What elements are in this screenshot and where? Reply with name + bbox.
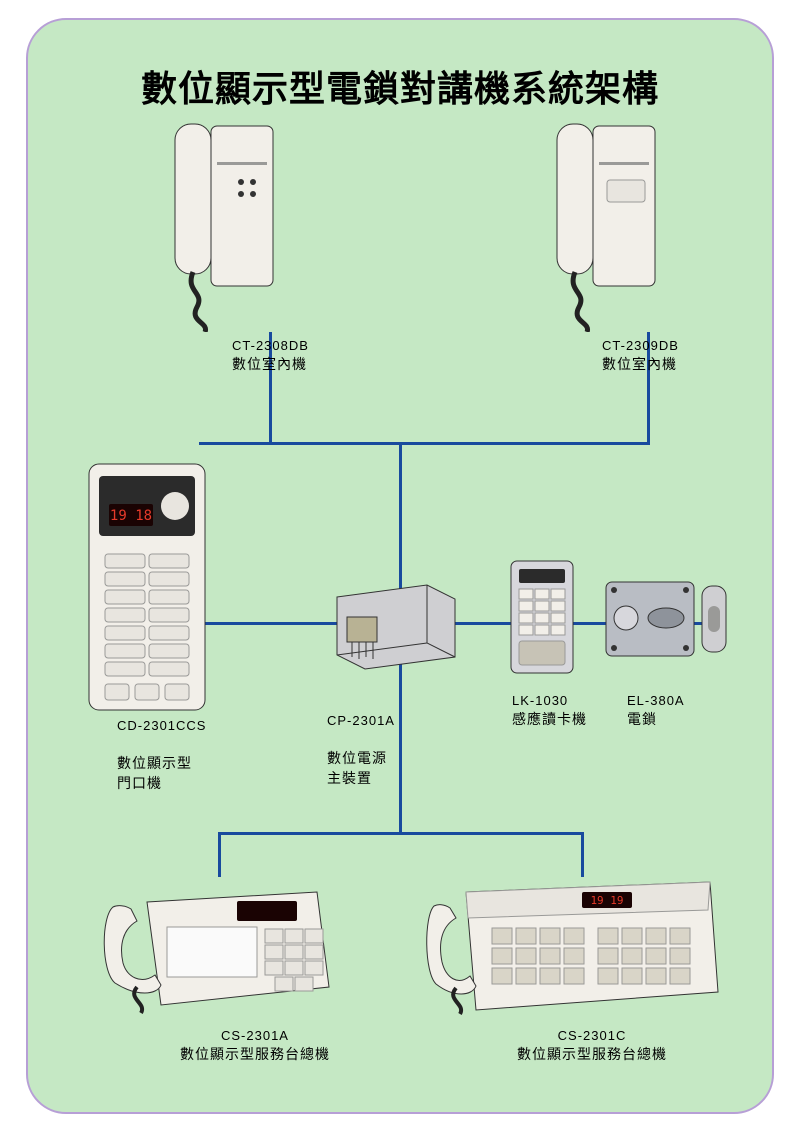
handset-icon <box>547 122 682 332</box>
edge <box>218 832 584 835</box>
diagram-frame: 數位顯示型電鎖對講機系統架構 CT-2308DB 數位室內機 <box>26 18 774 1114</box>
node-cs2301c: 19 19 <box>422 862 722 1022</box>
svg-text:19 18: 19 18 <box>110 508 152 524</box>
handset-icon <box>165 122 300 332</box>
label-cs2301c: CS-2301C 數位顯示型服務台總機 <box>517 1027 667 1065</box>
label-ct2308: CT-2308DB 數位室內機 <box>232 337 309 375</box>
label-cp2301: CP-2301A 數位電源 主裝置 <box>327 692 395 808</box>
label-el380: EL-380A 電鎖 <box>627 692 685 730</box>
psu-icon <box>327 577 457 672</box>
console-icon: 19 19 <box>422 862 722 1022</box>
node-ct2309 <box>547 122 682 332</box>
lock-icon <box>602 572 732 667</box>
node-el380 <box>602 572 732 667</box>
node-lk1030 <box>507 557 577 677</box>
node-cd2301: 19 18 <box>87 462 207 712</box>
label-lk1030: LK-1030 感應讀卡機 <box>512 692 587 730</box>
label-cd2301: CD-2301CCS 數位顯示型 門口機 <box>117 697 206 813</box>
page-title: 數位顯示型電鎖對講機系統架構 <box>28 60 772 112</box>
label-ct2309: CT-2309DB 數位室內機 <box>602 337 679 375</box>
svg-text:19 19: 19 19 <box>590 894 623 907</box>
label-cs2301a: CS-2301A 數位顯示型服務台總機 <box>180 1027 330 1065</box>
node-cp2301 <box>327 577 457 672</box>
edge <box>199 442 650 445</box>
node-ct2308 <box>165 122 300 332</box>
reader-icon <box>507 557 577 677</box>
doorpanel-icon: 19 18 <box>87 462 207 712</box>
deskphone-icon <box>97 867 332 1017</box>
node-cs2301a <box>97 867 332 1017</box>
